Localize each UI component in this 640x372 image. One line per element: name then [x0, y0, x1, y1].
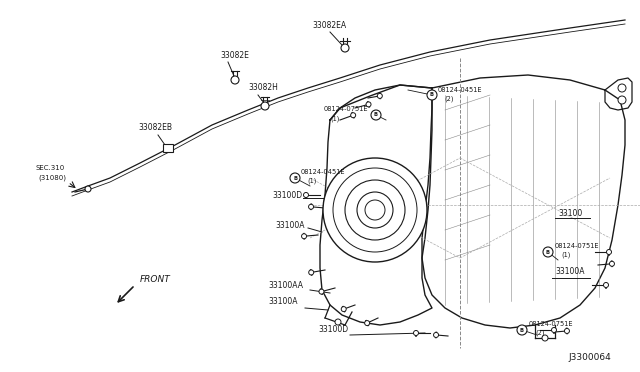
Circle shape	[378, 93, 382, 99]
Circle shape	[433, 333, 438, 337]
Text: (2): (2)	[444, 96, 454, 102]
Text: 33100AA: 33100AA	[268, 280, 303, 289]
Text: SEC.310: SEC.310	[35, 165, 64, 171]
Circle shape	[604, 282, 609, 288]
Text: 08124-0451E: 08124-0451E	[438, 87, 483, 93]
Text: 33082EA: 33082EA	[312, 20, 346, 29]
Circle shape	[308, 204, 314, 209]
Text: (1): (1)	[330, 116, 339, 122]
Text: (1): (1)	[307, 178, 316, 184]
Text: 33082H: 33082H	[248, 83, 278, 93]
Text: J3300064: J3300064	[568, 353, 611, 362]
Circle shape	[323, 158, 427, 262]
Circle shape	[308, 270, 314, 275]
Text: 33100A: 33100A	[268, 298, 298, 307]
Circle shape	[517, 325, 527, 335]
Circle shape	[564, 328, 570, 333]
Circle shape	[261, 102, 269, 110]
Circle shape	[345, 180, 405, 240]
Text: B: B	[430, 93, 434, 97]
Text: 33100A: 33100A	[555, 267, 584, 276]
Circle shape	[319, 289, 324, 294]
Circle shape	[552, 327, 557, 333]
Circle shape	[85, 186, 91, 192]
Circle shape	[303, 192, 308, 198]
Circle shape	[542, 335, 548, 341]
Circle shape	[609, 261, 614, 266]
Circle shape	[607, 250, 611, 254]
Circle shape	[365, 321, 370, 326]
Text: FRONT: FRONT	[140, 276, 171, 285]
Text: 08124-0751E: 08124-0751E	[529, 321, 573, 327]
Circle shape	[413, 330, 419, 336]
Text: 33100D: 33100D	[272, 190, 302, 199]
Text: 08124-0751E: 08124-0751E	[555, 243, 600, 249]
Circle shape	[371, 110, 381, 120]
Text: 33100D: 33100D	[318, 326, 348, 334]
Text: B: B	[546, 250, 550, 254]
Circle shape	[365, 200, 385, 220]
Text: 08124-0751E: 08124-0751E	[324, 106, 369, 112]
Text: B: B	[520, 327, 524, 333]
Text: 33100A: 33100A	[275, 221, 305, 230]
Circle shape	[618, 96, 626, 104]
Circle shape	[335, 319, 341, 325]
Text: 33100: 33100	[558, 208, 582, 218]
Text: 33082E: 33082E	[220, 51, 249, 60]
Circle shape	[341, 44, 349, 52]
Text: (1): (1)	[561, 252, 570, 258]
Circle shape	[231, 76, 239, 84]
Circle shape	[618, 84, 626, 92]
FancyBboxPatch shape	[163, 144, 173, 152]
Text: 33082EB: 33082EB	[138, 124, 172, 132]
Circle shape	[290, 173, 300, 183]
Text: B: B	[293, 176, 297, 180]
Circle shape	[301, 234, 307, 239]
Text: B: B	[374, 112, 378, 118]
Circle shape	[366, 102, 371, 107]
Text: (2): (2)	[535, 330, 545, 336]
Text: (31080): (31080)	[38, 175, 66, 181]
Circle shape	[427, 90, 437, 100]
Circle shape	[333, 168, 417, 252]
Circle shape	[543, 247, 553, 257]
Circle shape	[341, 307, 346, 312]
Circle shape	[351, 113, 356, 118]
Text: 08124-0451E: 08124-0451E	[301, 169, 346, 175]
Circle shape	[357, 192, 393, 228]
